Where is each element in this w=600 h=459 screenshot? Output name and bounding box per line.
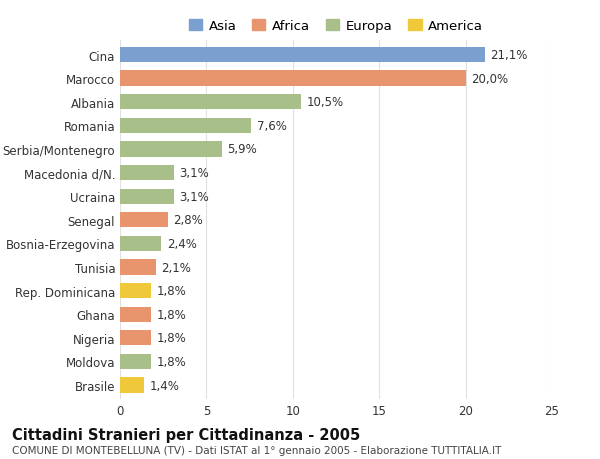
Bar	[120, 236, 161, 252]
Bar	[120, 307, 151, 322]
Text: 1,8%: 1,8%	[156, 285, 186, 297]
Bar	[120, 71, 466, 87]
Text: 5,9%: 5,9%	[227, 143, 257, 156]
Bar	[120, 189, 173, 204]
Text: 20,0%: 20,0%	[471, 73, 508, 85]
Bar	[120, 142, 222, 157]
Text: 3,1%: 3,1%	[179, 190, 209, 203]
Bar	[120, 330, 151, 346]
Bar	[120, 354, 151, 369]
Text: 1,8%: 1,8%	[156, 331, 186, 345]
Legend: Asia, Africa, Europa, America: Asia, Africa, Europa, America	[185, 16, 487, 37]
Text: 1,4%: 1,4%	[149, 379, 179, 392]
Bar	[120, 48, 485, 63]
Text: 10,5%: 10,5%	[307, 96, 344, 109]
Bar	[120, 213, 169, 228]
Text: 3,1%: 3,1%	[179, 167, 209, 179]
Text: Cittadini Stranieri per Cittadinanza - 2005: Cittadini Stranieri per Cittadinanza - 2…	[12, 427, 360, 442]
Bar	[120, 95, 301, 110]
Text: 2,4%: 2,4%	[167, 237, 197, 250]
Bar	[120, 378, 144, 393]
Text: COMUNE DI MONTEBELLUNA (TV) - Dati ISTAT al 1° gennaio 2005 - Elaborazione TUTTI: COMUNE DI MONTEBELLUNA (TV) - Dati ISTAT…	[12, 445, 502, 455]
Text: 7,6%: 7,6%	[257, 120, 286, 133]
Text: 1,8%: 1,8%	[156, 355, 186, 368]
Bar	[120, 166, 173, 181]
Text: 2,8%: 2,8%	[173, 214, 203, 227]
Bar	[120, 260, 156, 275]
Text: 2,1%: 2,1%	[161, 261, 191, 274]
Text: 1,8%: 1,8%	[156, 308, 186, 321]
Bar	[120, 118, 251, 134]
Bar	[120, 283, 151, 299]
Text: 21,1%: 21,1%	[490, 49, 527, 62]
